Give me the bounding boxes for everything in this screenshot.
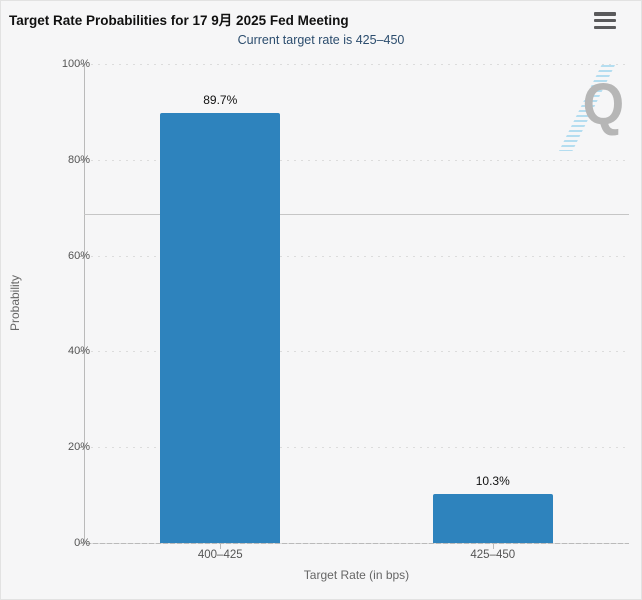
chart-title: Target Rate Probabilities for 17 9月 2025… bbox=[9, 13, 349, 28]
bar-400-425[interactable] bbox=[160, 113, 281, 543]
y-axis-line bbox=[84, 64, 85, 543]
gridline bbox=[84, 159, 629, 161]
y-tick-label: 60% bbox=[67, 249, 90, 262]
hamburger-bar bbox=[594, 18, 616, 23]
gridline bbox=[84, 543, 629, 544]
gridline bbox=[84, 351, 629, 353]
bar-value-label: 10.3% bbox=[475, 473, 510, 488]
gridline bbox=[84, 447, 629, 449]
bar-value-label: 89.7% bbox=[203, 93, 238, 108]
bar-425-450[interactable] bbox=[432, 493, 553, 543]
hamburger-bar bbox=[594, 12, 616, 16]
x-tick-mark bbox=[492, 544, 494, 549]
hamburger-bar bbox=[594, 25, 616, 29]
y-tick-mark bbox=[79, 447, 84, 449]
hamburger-menu-icon[interactable] bbox=[594, 12, 616, 29]
quandl-watermark: Q bbox=[557, 63, 625, 153]
y-tick-mark bbox=[79, 351, 84, 353]
x-tick-mark bbox=[220, 544, 222, 549]
y-tick-label: 80% bbox=[67, 153, 90, 166]
watermark-q-icon: Q bbox=[582, 72, 624, 137]
x-category-label: 400–425 bbox=[197, 549, 243, 561]
reference-line bbox=[84, 213, 629, 215]
x-axis-title: Target Rate (in bps) bbox=[303, 568, 410, 582]
x-category-label: 425–450 bbox=[470, 549, 516, 561]
y-tick-label: 40% bbox=[67, 345, 90, 358]
gridline bbox=[84, 64, 629, 65]
y-axis-title: Probability bbox=[8, 274, 22, 332]
y-tick-mark bbox=[79, 64, 84, 65]
y-tick-mark bbox=[79, 159, 84, 161]
chart-subtitle: Current target rate is 425–450 bbox=[237, 33, 405, 47]
y-tick-label: 20% bbox=[67, 441, 90, 454]
y-tick-mark bbox=[79, 543, 84, 544]
y-tick-mark bbox=[79, 255, 84, 257]
gridline bbox=[84, 255, 629, 257]
y-tick-label: 100% bbox=[61, 58, 90, 70]
y-tick-label: 0% bbox=[74, 537, 90, 549]
plot-area: 89.7% 10.3% bbox=[79, 64, 629, 549]
